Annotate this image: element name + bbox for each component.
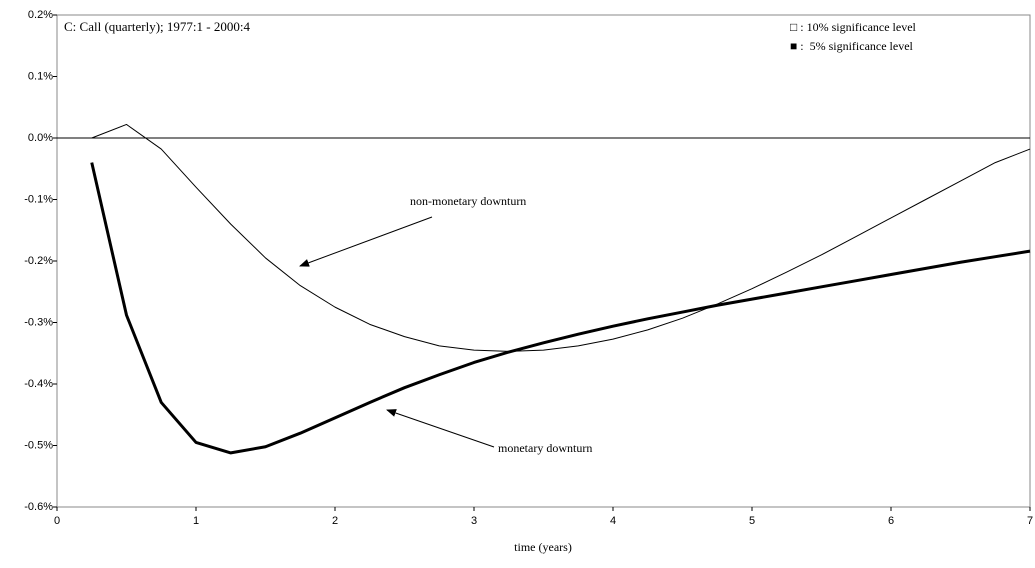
x-tick-label: 0 xyxy=(54,515,60,527)
x-tick-label: 1 xyxy=(193,515,199,527)
plot-frame xyxy=(56,14,1031,508)
y-tick-label: -0.4% xyxy=(24,378,53,390)
annotation: monetary downturn xyxy=(498,441,592,455)
chart-title: C: Call (quarterly); 1977:1 - 2000:4 xyxy=(64,19,250,34)
y-tick-label: -0.2% xyxy=(24,255,53,267)
annotation-arrow xyxy=(386,409,495,448)
annotation-arrow xyxy=(299,216,433,267)
x-tick-label: 6 xyxy=(888,515,894,527)
x-tick-label: 3 xyxy=(471,515,477,527)
annotation: non-monetary downturn xyxy=(410,194,526,208)
x-axis-label: time (years) xyxy=(514,540,572,554)
y-tick-label: -0.6% xyxy=(24,501,53,513)
x-tick-label: 7 xyxy=(1027,515,1033,527)
y-tick-label: -0.3% xyxy=(24,316,53,328)
x-tick-label: 5 xyxy=(749,515,755,527)
y-tick-label: -0.1% xyxy=(24,193,53,205)
legend-note: □ : 10% significance level xyxy=(790,20,917,34)
legend-note: ■ : 5% significance level xyxy=(790,39,914,53)
y-tick-label: 0.1% xyxy=(28,70,53,82)
y-tick-label: -0.5% xyxy=(24,439,53,451)
series-line xyxy=(91,123,1031,352)
x-tick-label: 2 xyxy=(332,515,338,527)
x-tick-label: 4 xyxy=(610,515,616,527)
series-line xyxy=(90,162,1031,455)
y-tick-label: 0.0% xyxy=(28,132,53,144)
y-tick-label: 0.2% xyxy=(28,9,53,21)
